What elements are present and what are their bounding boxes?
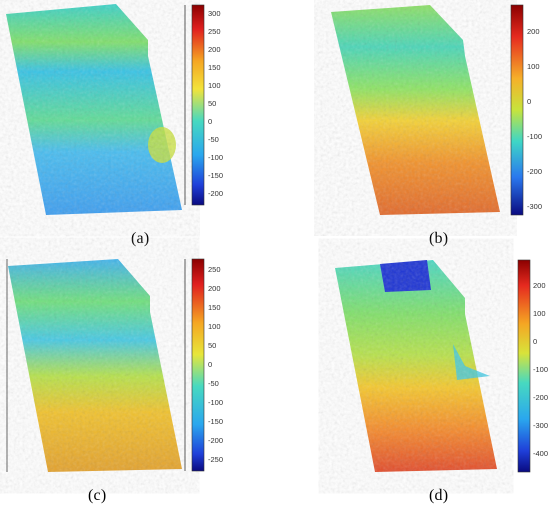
panel-b-tick: -100 [527,132,542,141]
panel-c-tick: -100 [208,398,223,407]
panel-c-caption: (c) [88,487,107,504]
panel-a-tick: 150 [208,63,221,72]
panel-b-plot: 200 100 0 -100 -200 -300 [331,4,542,216]
panel-c-tick: 50 [208,341,216,350]
panel-b-tick: 0 [527,97,531,106]
panel-a-ticks: 300 250 200 150 100 50 0 -50 -100 -150 -… [208,9,223,198]
panel-b-tick: -200 [527,167,542,176]
panel-a-tick: -100 [208,153,223,162]
panel-b-caption: (b) [429,230,449,247]
panel-d-tick: -400 [533,449,548,458]
panel-a-tick: 200 [208,45,221,54]
panel-d-tick: 200 [533,281,546,290]
panel-d-tick: -100 [533,365,548,374]
panel-c-ticks: 250 200 150 100 50 0 -50 -100 -150 -200 … [208,265,223,464]
panel-a-tick: -150 [208,171,223,180]
panel-c-tick: 250 [208,265,221,274]
panel-a-tick: 50 [208,99,216,108]
panel-b-tick: 100 [527,62,540,71]
panel-a-tick: 250 [208,27,221,36]
panel-c-tick: -50 [208,379,219,388]
panel-b-colorbar [510,4,524,216]
panel-a-colorbar [191,4,205,206]
panel-c-tick: 0 [208,360,212,369]
panel-a-plot: 300 250 200 150 100 50 0 -50 -100 -150 -… [6,4,223,215]
panel-c-plot: 250 200 150 100 50 0 -50 -100 -150 -200 … [6,258,223,472]
panel-a-tick: 0 [208,117,212,126]
panel-a-tick: 100 [208,81,221,90]
panel-c-tick: -150 [208,417,223,426]
panel-a-caption: (a) [131,230,150,247]
panel-a: 300 250 200 150 100 50 0 -50 -100 -150 -… [0,0,275,254]
panel-d-tick: -200 [533,393,548,402]
panel-d-ticks: 200 100 0 -100 -200 -300 -400 [533,281,548,458]
panel-d-caption: (d) [429,487,449,504]
panel-a-tick: -50 [208,135,219,144]
panel-b: 200 100 0 -100 -200 -300 (b) [275,0,550,254]
panel-c-colorbar [191,258,205,472]
panel-d-tick: 100 [533,309,546,318]
panel-c: 250 200 150 100 50 0 -50 -100 -150 -200 … [0,254,275,508]
panel-d-tick: 0 [533,337,537,346]
panel-a-tick: 300 [208,9,221,18]
panel-c-tick: -200 [208,436,223,445]
panel-c-tick: 200 [208,284,221,293]
panel-d-tick: -300 [533,421,548,430]
panel-b-ticks: 200 100 0 -100 -200 -300 [527,27,542,211]
panel-d-colorbar [517,259,531,473]
panel-b-tick: -300 [527,202,542,211]
panel-c-tick: -250 [208,455,223,464]
panel-b-tick: 200 [527,27,540,36]
panel-d: 200 100 0 -100 -200 -300 -400 (d) [275,254,550,508]
panel-a-tick: -200 [208,189,223,198]
panel-c-tick: 100 [208,322,221,331]
panel-d-plot: 200 100 0 -100 -200 -300 -400 [335,259,548,473]
panel-c-tick: 150 [208,303,221,312]
